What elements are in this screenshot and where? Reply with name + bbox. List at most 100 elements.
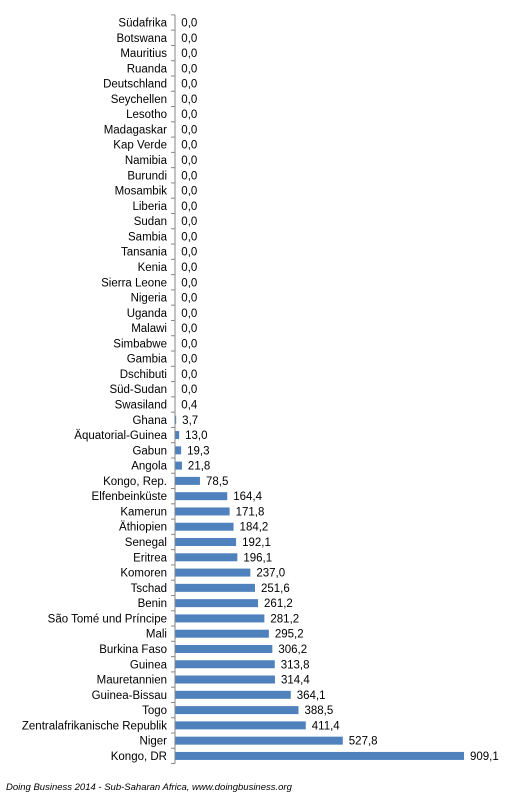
category-label: Ghana	[132, 415, 167, 427]
data-label: 0,0	[181, 231, 197, 243]
data-label: 0,0	[181, 170, 197, 182]
bar	[175, 752, 464, 760]
data-label: 0,0	[181, 124, 197, 136]
data-label: 313,8	[281, 659, 310, 671]
category-label: Burundi	[127, 170, 167, 182]
category-label: Botswana	[116, 33, 167, 45]
data-label: 0,0	[181, 247, 197, 259]
category-label: Dschibuti	[120, 369, 167, 381]
category-label: Deutschland	[103, 79, 167, 91]
data-label: 0,0	[181, 323, 197, 335]
category-label: Simbabwe	[113, 338, 167, 350]
data-label: 909,1	[470, 751, 499, 763]
data-label: 0,0	[181, 94, 197, 106]
bar	[175, 431, 179, 439]
data-label: 411,4	[312, 720, 341, 732]
data-label: 364,1	[297, 690, 326, 702]
bar	[175, 599, 258, 607]
category-label: Kap Verde	[113, 140, 167, 152]
category-label: Ruanda	[127, 63, 168, 75]
data-label: 0,0	[181, 18, 197, 30]
bar	[175, 492, 227, 500]
category-label: Niger	[140, 736, 168, 748]
bar	[175, 691, 291, 699]
bar	[175, 553, 237, 561]
data-label: 0,0	[181, 308, 197, 320]
data-label: 0,0	[181, 186, 197, 198]
category-label: Mauritius	[120, 48, 167, 60]
bar	[175, 706, 299, 714]
data-label: 171,8	[236, 506, 265, 518]
data-label: 0,0	[181, 79, 197, 91]
category-label: Lesotho	[126, 109, 167, 121]
bar	[175, 721, 306, 729]
data-label: 0,0	[181, 369, 197, 381]
category-label: Swasiland	[115, 400, 167, 412]
data-label: 0,0	[181, 216, 197, 228]
data-label: 19,3	[187, 445, 209, 457]
category-label: Elfenbeinküste	[92, 491, 167, 503]
bar	[175, 584, 255, 592]
source-footnote: Doing Business 2014 - Sub-Saharan Africa…	[6, 782, 292, 793]
category-label: Äthiopien	[119, 522, 167, 534]
category-label: Zentralafrikanische Republik	[22, 720, 167, 732]
data-label: 261,2	[264, 598, 293, 610]
data-label: 21,8	[188, 461, 210, 473]
category-label: Südafrika	[118, 18, 167, 30]
category-label: Gambia	[127, 354, 168, 366]
category-label: Äquatorial-Guinea	[74, 430, 167, 442]
category-label: Sambia	[128, 231, 168, 243]
category-label: Nigeria	[131, 293, 168, 305]
data-label: 0,0	[181, 140, 197, 152]
data-label: 0,0	[181, 109, 197, 121]
category-label: Mali	[146, 629, 167, 641]
data-label: 388,5	[305, 705, 334, 717]
bar	[175, 645, 272, 653]
data-label: 0,0	[181, 201, 197, 213]
category-label: Eritrea	[133, 552, 167, 564]
data-label: 0,0	[181, 63, 197, 75]
data-label: 306,2	[278, 644, 307, 656]
data-label: 0,0	[181, 155, 197, 167]
bar	[175, 569, 250, 577]
data-label: 0,4	[181, 400, 198, 412]
category-label: Tschad	[131, 583, 167, 595]
bar	[175, 462, 182, 470]
data-label: 78,5	[206, 476, 228, 488]
category-label: Gabun	[132, 445, 167, 457]
category-label: Burkina Faso	[99, 644, 167, 656]
data-label: 196,1	[243, 552, 272, 564]
category-label: Angola	[131, 461, 167, 473]
category-label: Uganda	[127, 308, 168, 320]
data-label: 0,0	[181, 384, 197, 396]
data-label: 237,0	[256, 568, 285, 580]
bar	[175, 477, 200, 485]
category-label: Togo	[142, 705, 167, 717]
data-label: 0,0	[181, 48, 197, 60]
bar	[175, 446, 181, 454]
category-label: Mosambik	[115, 186, 168, 198]
data-label: 295,2	[275, 629, 304, 641]
category-label: Mauretannien	[97, 675, 167, 687]
bar	[175, 630, 269, 638]
bar	[175, 523, 234, 531]
category-label: Liberia	[132, 201, 167, 213]
bar	[175, 676, 275, 684]
category-label: Kongo, Rep.	[103, 476, 167, 488]
data-label: 0,0	[181, 277, 197, 289]
bar	[175, 737, 343, 745]
category-label: Malawi	[131, 323, 167, 335]
data-label: 0,0	[181, 33, 197, 45]
axis-layer	[171, 15, 175, 764]
data-label: 0,0	[181, 262, 197, 274]
data-label: 0,0	[181, 354, 197, 366]
data-label: 0,0	[181, 293, 197, 305]
bar	[175, 614, 264, 622]
category-label: Kongo, DR	[111, 751, 167, 763]
category-label: Madagaskar	[104, 124, 167, 136]
category-label: Süd-Sudan	[109, 384, 167, 396]
category-label: Kamerun	[120, 506, 167, 518]
data-label: 251,6	[261, 583, 290, 595]
